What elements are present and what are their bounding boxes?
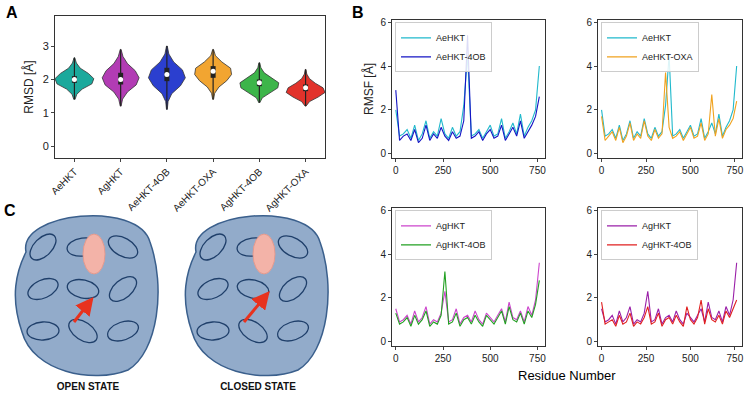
svg-text:500: 500 [482,353,499,364]
svg-text:750: 750 [727,353,744,364]
svg-text:500: 500 [682,353,699,364]
svg-text:0: 0 [586,336,592,347]
svg-text:CLOSED STATE: CLOSED STATE [220,381,296,392]
svg-text:1: 1 [43,107,49,119]
svg-text:750: 750 [529,353,546,364]
svg-text:500: 500 [682,165,699,176]
svg-text:AeHKT-OXA: AeHKT-OXA [642,52,693,62]
svg-text:0: 0 [599,165,605,176]
svg-text:0: 0 [393,353,399,364]
svg-text:B: B [352,4,364,21]
svg-text:AeHKT-4OB: AeHKT-4OB [125,166,172,213]
svg-text:6: 6 [380,205,386,216]
svg-text:6: 6 [380,17,386,28]
svg-text:0: 0 [393,165,399,176]
svg-text:250: 250 [435,165,452,176]
svg-text:AeHKT: AeHKT [49,166,80,197]
svg-text:RMSF [Å]: RMSF [Å] [361,63,376,115]
svg-text:2: 2 [43,73,49,85]
svg-text:500: 500 [482,165,499,176]
svg-text:C: C [4,202,16,219]
svg-text:AeHKT-4OB: AeHKT-4OB [436,52,486,62]
svg-text:6: 6 [586,17,592,28]
svg-text:2: 2 [380,104,386,115]
svg-text:A: A [6,4,18,21]
svg-text:AgHKT-4OB: AgHKT-4OB [642,240,692,250]
svg-text:2: 2 [586,104,592,115]
svg-text:AgHKT: AgHKT [436,221,466,231]
svg-text:AgHKT: AgHKT [95,166,126,197]
svg-text:250: 250 [435,353,452,364]
svg-text:0: 0 [586,148,592,159]
svg-text:750: 750 [727,165,744,176]
svg-text:250: 250 [638,165,655,176]
svg-text:0: 0 [43,140,49,152]
svg-text:250: 250 [638,353,655,364]
svg-text:6: 6 [586,205,592,216]
svg-text:4: 4 [380,249,386,260]
svg-text:750: 750 [529,165,546,176]
svg-text:AeHKT: AeHKT [436,33,466,43]
svg-text:4: 4 [380,61,386,72]
svg-text:4: 4 [586,249,592,260]
svg-text:2: 2 [586,292,592,303]
svg-text:AeHKT-OXA: AeHKT-OXA [171,166,219,214]
svg-text:AgHKT: AgHKT [642,221,672,231]
svg-text:4: 4 [586,61,592,72]
svg-text:AgHKT-4OB: AgHKT-4OB [436,240,486,250]
svg-text:2: 2 [380,292,386,303]
svg-text:RMSD [Å]: RMSD [Å] [21,60,36,113]
svg-text:AgHKT-OXA: AgHKT-OXA [263,166,311,214]
svg-text:0: 0 [380,148,386,159]
svg-text:0: 0 [380,336,386,347]
svg-text:Residue Number: Residue Number [518,368,616,383]
svg-text:0: 0 [599,353,605,364]
svg-text:AgHKT-4OB: AgHKT-4OB [218,166,265,213]
svg-text:OPEN STATE: OPEN STATE [57,381,120,392]
svg-text:3: 3 [43,40,49,52]
svg-text:AeHKT: AeHKT [642,33,672,43]
